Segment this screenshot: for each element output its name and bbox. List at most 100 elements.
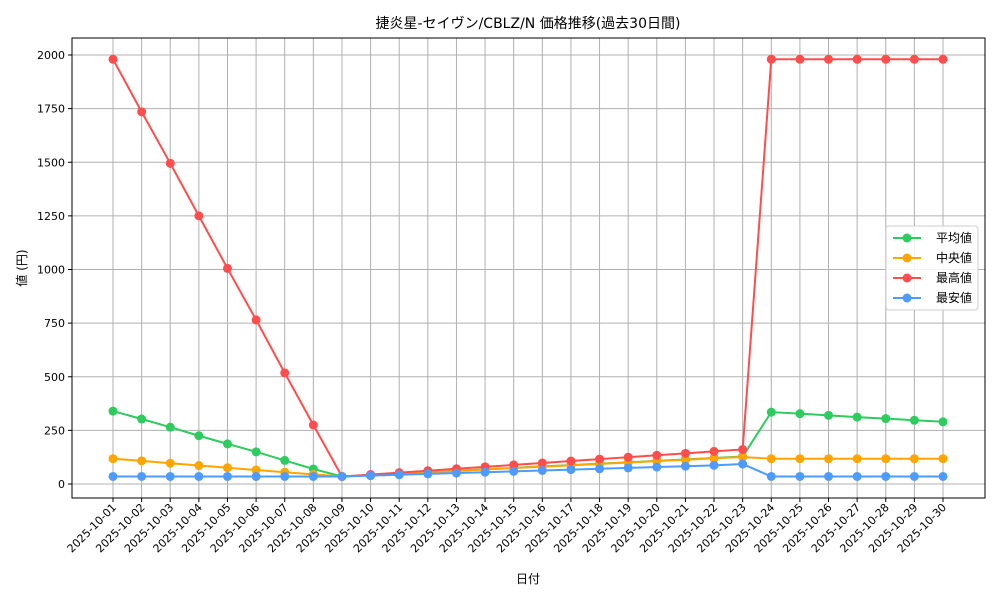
data-point — [824, 454, 834, 464]
data-point — [280, 455, 290, 465]
data-point — [537, 458, 547, 468]
data-point — [680, 461, 690, 471]
data-point — [165, 422, 175, 432]
data-point — [222, 463, 232, 473]
data-point — [623, 452, 633, 462]
data-point — [194, 211, 204, 221]
y-tick-label: 1500 — [37, 156, 65, 169]
data-point — [881, 471, 891, 481]
data-point — [108, 54, 118, 64]
legend-marker-icon — [902, 253, 912, 263]
legend-marker-icon — [902, 273, 912, 283]
data-point — [680, 455, 690, 465]
grid-lines — [72, 38, 985, 498]
data-point — [909, 454, 919, 464]
y-tick-label: 250 — [44, 424, 65, 437]
legend-label: 平均値 — [936, 230, 972, 245]
data-point — [423, 469, 433, 479]
data-point — [137, 471, 147, 481]
data-point — [938, 54, 948, 64]
y-tick-label: 1250 — [37, 210, 65, 223]
data-point — [881, 454, 891, 464]
data-point — [308, 420, 318, 430]
x-axis-label: 日付 — [516, 572, 540, 586]
data-point — [251, 465, 261, 475]
data-point — [766, 407, 776, 417]
data-point — [280, 368, 290, 378]
legend-box — [885, 225, 979, 311]
data-point — [137, 456, 147, 466]
data-point — [222, 471, 232, 481]
data-point — [881, 54, 891, 64]
data-point — [652, 450, 662, 460]
y-tick-label: 750 — [44, 317, 65, 330]
data-point — [909, 54, 919, 64]
data-point — [251, 315, 261, 325]
y-tick-label: 500 — [44, 371, 65, 384]
data-point — [480, 467, 490, 477]
data-point — [251, 471, 261, 481]
series-最安値 — [108, 459, 948, 481]
legend-label: 中央値 — [936, 250, 972, 265]
data-point — [222, 439, 232, 449]
plot-frame — [71, 37, 986, 499]
legend-label: 最安値 — [936, 290, 972, 305]
series-line — [113, 463, 943, 478]
legend-marker-icon — [902, 293, 912, 303]
data-point — [194, 471, 204, 481]
x-axis: 2025-10-012025-10-022025-10-032025-10-04… — [65, 498, 949, 555]
data-point — [738, 444, 748, 454]
data-point — [680, 448, 690, 458]
data-point — [824, 410, 834, 420]
series-平均値 — [108, 406, 948, 481]
data-point — [852, 471, 862, 481]
legend-label: 最高値 — [936, 270, 972, 285]
data-point — [308, 471, 318, 481]
y-tick-label: 2000 — [37, 49, 65, 62]
data-point — [938, 417, 948, 427]
data-point — [652, 462, 662, 472]
data-point — [738, 459, 748, 469]
data-point — [852, 454, 862, 464]
data-point — [194, 431, 204, 441]
y-tick-label: 1000 — [37, 264, 65, 277]
y-axis: 0 250 500 750 1000 1250 1500 1750 2000 — [37, 49, 72, 491]
series-line — [112, 455, 943, 478]
data-point — [824, 54, 834, 64]
data-point — [938, 471, 948, 481]
data-point — [280, 471, 290, 481]
data-point — [165, 158, 175, 168]
y-axis-label: 値 (円) — [14, 249, 29, 286]
data-point — [509, 460, 519, 470]
data-point — [795, 54, 805, 64]
data-point — [766, 54, 776, 64]
legend-marker-icon — [902, 233, 912, 243]
data-point — [852, 54, 862, 64]
data-point — [709, 446, 719, 456]
data-point — [108, 471, 118, 481]
data-point — [108, 406, 118, 416]
data-point — [795, 409, 805, 419]
data-point — [909, 415, 919, 425]
data-point — [451, 468, 461, 478]
series-最高値 — [108, 54, 948, 481]
data-point — [394, 470, 404, 480]
data-point — [566, 465, 576, 475]
data-point — [194, 461, 204, 471]
data-point — [595, 464, 605, 474]
data-point — [709, 453, 719, 463]
chart-title: 捷炎星-セイヴン/CBLZ/N 価格推移(過去30日間) — [376, 15, 681, 32]
data-point — [623, 463, 633, 473]
data-point — [337, 471, 347, 481]
y-tick-label: 0 — [58, 478, 65, 491]
data-point — [795, 454, 805, 464]
data-point — [766, 454, 776, 464]
data-point — [566, 456, 576, 466]
data-point — [738, 452, 748, 462]
data-point — [251, 447, 261, 457]
data-point — [137, 414, 147, 424]
data-point — [537, 465, 547, 475]
data-point — [709, 460, 719, 470]
